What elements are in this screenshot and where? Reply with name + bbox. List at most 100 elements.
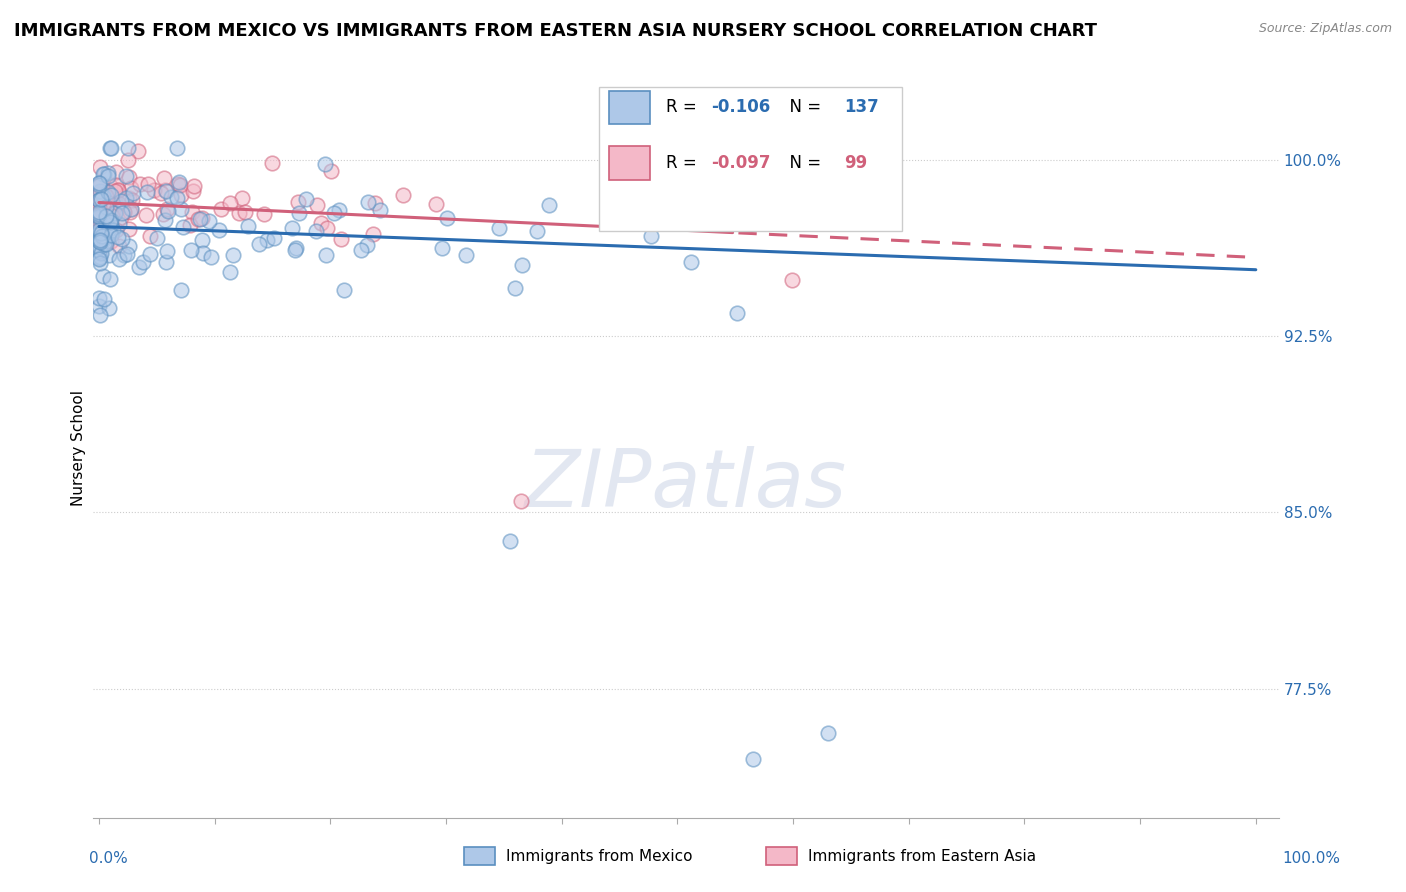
Point [89,308,111,322]
Point [142,183,165,197]
Text: 0.0%: 0.0% [89,851,128,865]
Point [157,203,180,218]
Point [219,195,242,210]
Point [89,177,111,191]
Point [498,533,520,548]
Point [630,205,652,219]
Point [98,141,121,155]
Point [190,212,212,227]
Point [89,213,111,227]
Point [89,236,111,251]
Point [87,232,110,246]
Point [172,219,194,234]
Point [87,194,110,208]
Point [89,211,111,225]
Point [87,299,110,313]
Point [112,205,135,219]
Point [537,198,560,212]
Point [136,177,159,191]
Point [89,211,111,225]
Point [89,243,111,257]
Point [87,219,110,233]
Point [94,188,117,202]
Text: 137: 137 [844,98,879,116]
Point [166,177,188,191]
Point [170,202,193,216]
Text: N =: N = [779,153,825,171]
Point [87,210,110,224]
Point [89,240,111,254]
Point [89,256,111,270]
Point [104,206,127,220]
Point [231,191,253,205]
Point [91,268,114,283]
Point [350,244,373,258]
Point [725,306,748,320]
Point [305,197,328,211]
Point [98,215,121,229]
Point [91,167,114,181]
Point [89,223,111,237]
Point [89,233,111,247]
Point [89,239,111,253]
Point [115,191,138,205]
Point [103,206,125,220]
Point [87,251,110,265]
Point [111,232,134,246]
Point [209,202,232,217]
Point [315,248,337,262]
Point [110,194,132,209]
Point [107,196,129,211]
Point [98,221,121,235]
Point [87,225,110,239]
Point [87,225,110,239]
Point [118,169,141,184]
Point [107,182,129,196]
Text: N =: N = [779,98,825,116]
Point [87,252,110,267]
Point [89,203,111,218]
Point [110,210,132,224]
Point [91,233,114,247]
Point [247,236,270,251]
Point [197,214,219,228]
Point [105,223,128,237]
Point [314,157,336,171]
Point [361,227,384,241]
Point [146,230,169,244]
Point [319,164,342,178]
Point [89,291,111,305]
Point [87,176,110,190]
Point [90,192,112,206]
Point [89,201,111,215]
Point [510,493,533,508]
Point [118,191,141,205]
Text: 100.0%: 100.0% [1282,851,1340,865]
Point [87,205,110,219]
Point [111,206,134,220]
Point [96,235,118,249]
Point [94,214,117,228]
Point [89,251,111,265]
Y-axis label: Nursery School: Nursery School [72,390,86,506]
Point [166,191,188,205]
Point [87,210,110,224]
Point [117,141,139,155]
Point [166,141,188,155]
Point [260,156,283,170]
Point [104,178,127,192]
Point [93,215,115,229]
Point [153,213,176,227]
FancyBboxPatch shape [599,87,901,231]
Point [356,238,378,252]
Point [328,203,350,218]
Point [159,189,181,203]
Point [87,227,110,241]
Point [90,176,112,190]
Point [91,211,114,225]
Point [263,231,285,245]
Point [190,233,212,247]
Point [132,255,155,269]
Point [111,189,134,203]
Point [256,233,278,247]
